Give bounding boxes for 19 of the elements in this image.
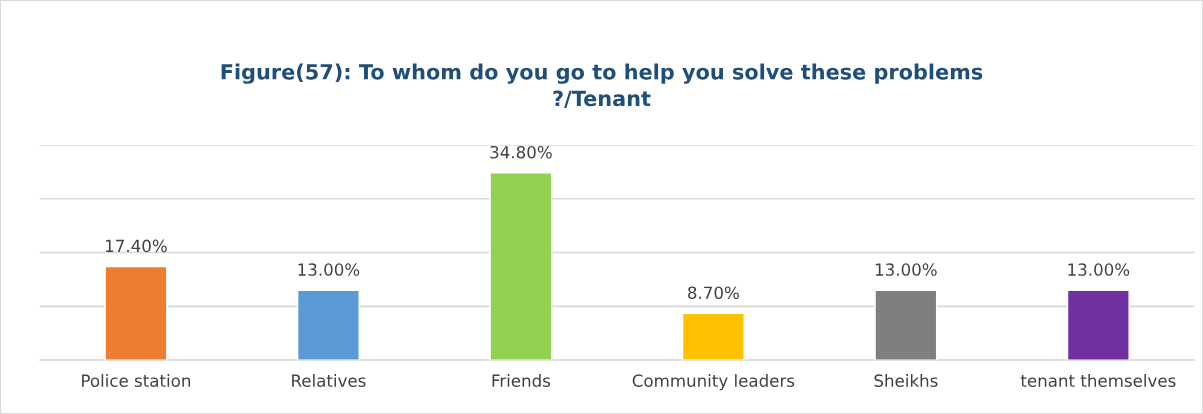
bar: [489, 172, 553, 361]
bar: [874, 289, 938, 361]
bar: [681, 312, 745, 361]
bar: [296, 289, 360, 361]
data-label: 8.70%: [688, 286, 739, 300]
data-label: 17.40%: [105, 239, 167, 253]
bar: [1066, 289, 1130, 361]
x-tick-label: Community leaders: [632, 374, 795, 391]
x-tick-label: Friends: [492, 374, 551, 387]
x-tick-label: Relatives: [292, 374, 366, 387]
chart-title: Figure(57): To whom do you go to help you solve these problems ?/Tenant: [221, 63, 983, 108]
bar: [104, 265, 168, 361]
data-label: 13.00%: [1068, 263, 1130, 276]
x-tick-label: tenant themselves: [1020, 374, 1176, 387]
x-tick-label: Sheikhs: [874, 374, 938, 387]
data-label: 13.00%: [875, 263, 937, 276]
data-label: 13.00%: [298, 263, 360, 276]
data-label: 34.80%: [490, 145, 552, 159]
x-tick-label: Police station: [82, 374, 191, 387]
